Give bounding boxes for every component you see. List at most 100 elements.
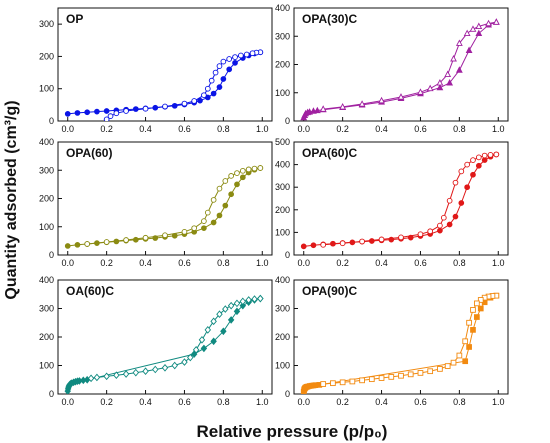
desorption-point: [87, 374, 95, 383]
desorption-point: [358, 100, 366, 107]
y-tick-label: 300: [39, 304, 54, 314]
desorption-point: [398, 234, 404, 241]
desorption-point: [122, 370, 130, 378]
desorption-point: [437, 222, 443, 229]
desorption-point: [481, 152, 488, 159]
adsorption-point: [64, 111, 71, 117]
adsorption-point: [446, 79, 454, 86]
desorption-point: [226, 56, 233, 62]
desorption-point: [208, 77, 215, 84]
adsorption-point: [239, 301, 247, 310]
desorption-point: [192, 346, 200, 354]
desorption-point: [417, 370, 424, 376]
desorption-point: [204, 209, 211, 216]
desorption-point: [339, 240, 346, 247]
x-tick-label: 0.8: [217, 258, 230, 268]
panel-title: OPA(60): [66, 146, 112, 160]
x-tick-label: 0.4: [375, 124, 388, 134]
x-tick-label: 0.2: [100, 124, 113, 134]
x-axis-label: Relative pressure (p/p₀): [197, 422, 388, 441]
y-tick-label: 300: [275, 304, 290, 314]
desorption-point: [220, 58, 227, 65]
desorption-point: [492, 18, 500, 25]
desorption-point: [487, 152, 494, 158]
x-tick-label: 0.2: [100, 397, 113, 407]
desorption-point: [251, 295, 258, 303]
y-tick-label: 300: [39, 165, 54, 175]
desorption-point: [162, 232, 168, 239]
desorption-point: [212, 69, 219, 76]
desorption-point: [339, 103, 347, 110]
desorption-point: [359, 238, 365, 245]
desorption-point: [456, 352, 463, 359]
x-tick-label: 1.0: [256, 258, 269, 268]
adsorption-point: [84, 109, 91, 116]
x-tick-label: 0.8: [217, 124, 230, 134]
x-tick-label: 0.4: [139, 124, 152, 134]
panel-title: OPA(90)C: [302, 284, 357, 298]
x-tick-label: 0.4: [375, 258, 388, 268]
desorption-point: [349, 378, 356, 385]
x-tick-label: 0.6: [414, 124, 427, 134]
desorption-point: [204, 85, 211, 92]
desorption-point: [233, 299, 241, 308]
x-tick-label: 1.0: [492, 397, 505, 407]
desorption-point: [469, 25, 477, 32]
x-tick-label: 0.8: [453, 397, 466, 407]
desorption-point: [446, 197, 453, 204]
y-tick-label: 0: [49, 389, 54, 399]
y-tick-label: 100: [275, 88, 290, 98]
desorption-point: [462, 338, 469, 345]
desorption-point: [398, 372, 404, 379]
panel-title: OPA(30)C: [302, 12, 357, 26]
y-tick-label: 0: [285, 116, 290, 126]
y-axis-label: Quantity adsorbed (cm³/g): [3, 100, 20, 299]
desorption-point: [458, 168, 465, 175]
desorption-point: [171, 361, 178, 370]
desorption-point: [388, 374, 395, 380]
desorption-point: [142, 105, 149, 112]
desorption-point: [330, 380, 336, 387]
y-tick-label: 200: [275, 332, 290, 342]
desorption-point: [444, 70, 452, 77]
x-tick-label: 1.0: [256, 124, 269, 134]
y-tick-label: 400: [39, 137, 54, 147]
desorption-point: [444, 363, 451, 369]
adsorption-branch-line: [303, 153, 497, 247]
desorption-point: [210, 317, 217, 326]
adsorption-point: [201, 225, 207, 232]
adsorption-point: [446, 221, 453, 228]
adsorption-point: [227, 316, 235, 324]
x-tick-label: 0.0: [297, 397, 310, 407]
desorption-point: [257, 165, 264, 171]
y-tick-label: 400: [275, 3, 290, 13]
x-tick-label: 0.8: [453, 258, 466, 268]
data-area: [64, 165, 264, 249]
desorption-point: [477, 297, 484, 303]
x-tick-label: 0.2: [100, 258, 113, 268]
desorption-point: [191, 225, 198, 232]
adsorption-point: [197, 97, 203, 104]
adsorption-point: [74, 241, 81, 248]
adsorption-point: [464, 184, 470, 191]
adsorption-point: [475, 29, 483, 37]
desorption-point: [239, 167, 246, 174]
x-tick-label: 1.0: [492, 258, 505, 268]
adsorption-point: [455, 66, 463, 73]
desorption-point: [204, 326, 212, 334]
adsorption-point: [220, 327, 227, 336]
desorption-point: [245, 166, 252, 173]
data-area: [300, 18, 500, 121]
panel-oa-60-c: 0 100 200 300 400 0.0 0.2 0.4 0.6 0.8 1.0 OA(60)C: [39, 275, 273, 407]
adsorption-point: [226, 66, 233, 73]
y-tick-label: 100: [39, 361, 54, 371]
desorption-point: [436, 79, 444, 86]
y-tick-label: 100: [275, 227, 290, 237]
adsorption-point: [462, 358, 469, 365]
desorption-point: [417, 231, 424, 238]
desorption-point: [359, 377, 365, 384]
desorption-point: [152, 365, 159, 374]
desorption-point: [320, 241, 327, 248]
x-tick-label: 0.0: [61, 124, 74, 134]
